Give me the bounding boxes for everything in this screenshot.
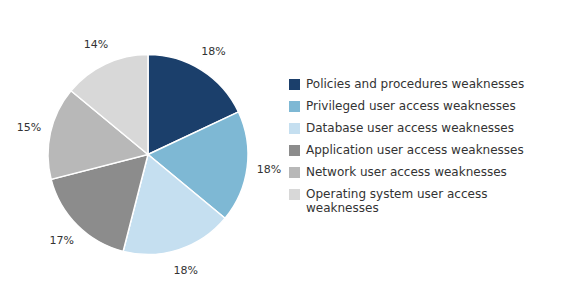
html-text:weaknesses: weaknesses <box>306 200 379 215</box>
svg-text:18%: 18% <box>257 163 281 176</box>
svg-text:18%: 18% <box>173 264 197 277</box>
svg-text:17%: 17% <box>50 234 74 247</box>
html-text:Database user access weaknesse: Database user access weaknesses <box>306 120 514 135</box>
html-text:Network user access weaknesses: Network user access weaknesses <box>306 164 507 179</box>
html-text:Privileged user access weaknes: Privileged user access weaknesses <box>306 98 516 113</box>
svg-text:14%: 14% <box>84 38 108 51</box>
html-text:Application user access weakne: Application user access weaknesses <box>306 142 524 157</box>
svg-text:18%: 18% <box>201 45 225 58</box>
svg-text:15%: 15% <box>17 121 41 134</box>
html-text:Policies and procedures weakne: Policies and procedures weaknesses <box>306 76 525 91</box>
html-text:Operating system user access: Operating system user access <box>306 186 488 201</box>
